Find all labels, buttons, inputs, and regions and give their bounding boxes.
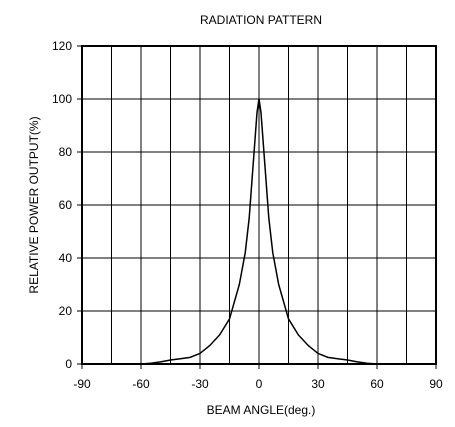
y-tick-label: 100 (52, 92, 72, 106)
x-tick-label: 90 (429, 377, 443, 391)
radiation-pattern-line (82, 98, 436, 365)
y-tick-label: 20 (59, 304, 73, 318)
x-tick-label: 60 (370, 377, 384, 391)
chart-title: RADIATION PATTERN (200, 13, 322, 27)
y-tick-label: 120 (52, 39, 72, 53)
y-tick-label: 40 (59, 251, 73, 265)
grid-lines (82, 46, 436, 364)
y-tick-label: 80 (59, 145, 73, 159)
x-tick-label: 0 (256, 377, 263, 391)
x-axis-label: BEAM ANGLE(deg.) (207, 403, 316, 417)
y-tick-label: 60 (59, 198, 73, 212)
x-tick-label: 30 (311, 377, 325, 391)
y-axis-ticks: 0 20 40 60 80 100 120 (52, 39, 82, 371)
y-tick-label: 0 (65, 357, 72, 371)
y-axis-label: RELATIVE POWER OUTPUT(%) (27, 116, 41, 293)
x-tick-label: -90 (73, 377, 91, 391)
x-tick-label: -30 (191, 377, 209, 391)
x-tick-label: -60 (132, 377, 150, 391)
x-axis-ticks: -90 -60 -30 0 30 60 90 (73, 364, 443, 391)
